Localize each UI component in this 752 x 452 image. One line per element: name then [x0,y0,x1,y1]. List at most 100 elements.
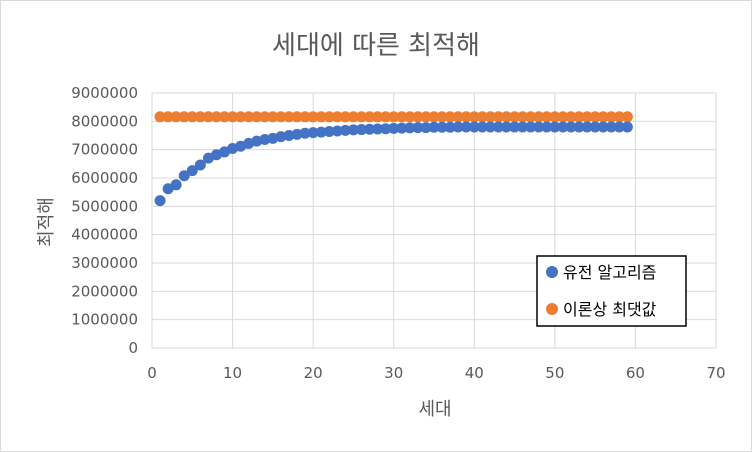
theoretical-max-point [380,111,392,123]
genetic-algorithm-point [299,127,311,139]
x-tick-label: 0 [147,364,157,382]
theoretical-max-point [267,111,279,123]
theoretical-max-point [460,111,472,123]
y-tick-label: 9000000 [71,84,138,102]
theoretical-max-point [589,111,601,123]
genetic-algorithm-point [380,123,392,135]
theoretical-max-point [581,111,593,123]
theoretical-max-point [259,111,271,123]
genetic-algorithm-point [509,121,521,133]
theoretical-max-point [331,111,343,123]
x-tick-label: 30 [384,364,403,382]
legend-label-genetic-algorithm: 유전 알고리즘 [563,263,656,282]
theoretical-max-point [339,111,351,123]
legend-marker-genetic-algorithm [546,266,558,278]
theoretical-max-point [170,111,182,123]
theoretical-max-point [428,111,440,123]
genetic-algorithm-point [154,195,166,207]
theoretical-max-point [210,111,222,123]
x-tick-label: 20 [304,364,323,382]
data-points [154,111,633,207]
genetic-algorithm-point [525,121,537,133]
theoretical-max-point [573,111,585,123]
theoretical-max-point [219,111,231,123]
legend-box [536,255,687,327]
y-tick-label: 6000000 [71,169,138,187]
theoretical-max-point [178,111,190,123]
y-tick-label: 0 [128,339,138,357]
theoretical-max-point [597,111,609,123]
theoretical-max-point [468,111,480,123]
genetic-algorithm-point [533,121,545,133]
genetic-algorithm-point [364,123,376,135]
genetic-algorithm-point [597,121,609,133]
y-axis-title: 최적해 [36,197,57,247]
y-axis-tick-labels: 0 1000000 2000000 3000000 4000000 5000000 6000… [71,84,138,357]
theoretical-max-point [533,111,545,123]
theoretical-max-point [525,111,537,123]
theoretical-max-point [565,111,577,123]
genetic-algorithm-point [347,124,359,136]
theoretical-max-point [476,111,488,123]
theoretical-max-point [186,111,198,123]
genetic-algorithm-point [339,124,351,136]
theoretical-max-point [162,111,174,123]
genetic-algorithm-point [452,121,464,133]
genetic-algorithm-point [589,121,601,133]
x-tick-label: 50 [545,364,564,382]
theoretical-max-point [492,111,504,123]
x-axis-title: 세대 [418,399,451,420]
genetic-algorithm-point [517,121,529,133]
theoretical-max-point [613,111,625,123]
genetic-algorithm-point [186,165,198,177]
genetic-algorithm-point [259,133,271,145]
genetic-algorithm-point [275,131,287,143]
genetic-algorithm-point [283,130,295,141]
theoretical-max-point [621,111,633,123]
theoretical-max-point [452,111,464,123]
y-tick-label: 8000000 [71,112,138,130]
theoretical-max-point [307,111,319,123]
genetic-algorithm-point [396,122,408,134]
y-tick-label: 4000000 [71,226,138,244]
x-axis-tick-labels: 0 10 20 30 40 50 60 70 [147,364,725,382]
genetic-algorithm-point [194,159,206,171]
theoretical-max-point [154,111,166,123]
genetic-algorithm-point [573,121,585,133]
genetic-algorithm-point [492,121,504,133]
genetic-algorithm-point [501,121,513,133]
theoretical-max-point [372,111,384,123]
theoretical-max-point [605,111,617,123]
genetic-algorithm-point [428,121,440,133]
theoretical-max-point [243,111,255,123]
genetic-algorithm-point [565,121,577,133]
genetic-algorithm-point [605,121,617,133]
genetic-algorithm-point [355,124,367,136]
theoretical-max-point [202,111,214,123]
theoretical-max-point [436,111,448,123]
genetic-algorithm-point [460,121,472,133]
legend-label-theoretical-max: 이론상 최댓값 [563,300,657,319]
legend-marker-theoretical-max [546,303,558,315]
y-tick-label: 2000000 [71,282,138,300]
genetic-algorithm-point [549,121,561,133]
genetic-algorithm-point [372,123,384,135]
theoretical-max-point [283,111,295,123]
genetic-algorithm-point [444,121,456,133]
genetic-algorithm-point [388,122,400,134]
theoretical-max-point [315,111,327,123]
theoretical-max-point [275,111,287,123]
x-tick-label: 60 [626,364,645,382]
genetic-algorithm-point [468,121,480,133]
genetic-algorithm-point [412,122,424,134]
theoretical-max-point [291,111,303,123]
theoretical-max-point [388,111,400,123]
theoretical-max-point [484,111,496,123]
genetic-algorithm-point [307,127,319,139]
theoretical-max-point [323,111,335,123]
theoretical-max-point [355,111,367,123]
genetic-algorithm-point [323,126,335,138]
theoretical-max-point [517,111,529,123]
theoretical-max-point [509,111,521,123]
